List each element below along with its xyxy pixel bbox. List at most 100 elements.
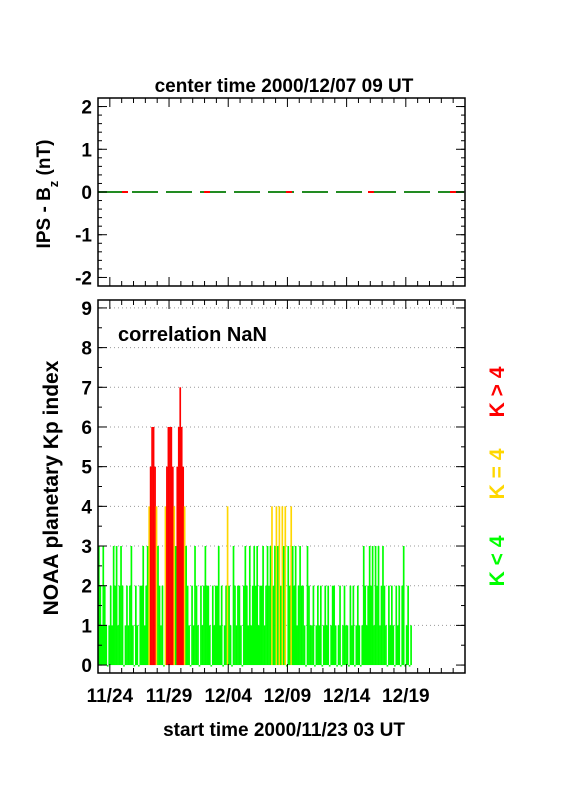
- kp-bar: [374, 546, 377, 666]
- kp-bar: [216, 585, 219, 666]
- kp-y-tick-label: 8: [81, 339, 92, 360]
- kp-bar: [166, 466, 168, 666]
- kp-bar: [337, 625, 340, 666]
- kp-y-tick-label: 2: [81, 577, 92, 598]
- top-panel-title: center time 2000/12/07 09 UT: [155, 76, 414, 97]
- kp-bar: [214, 585, 217, 666]
- kp-panel: 0 1 2 3 4 5 6 7 8 9 11/24 11/29 12/04 12/09 12/14 12/19: [81, 299, 466, 707]
- kp-bar: [309, 625, 312, 666]
- kp-bar: [266, 546, 269, 666]
- kp-bar: [139, 585, 142, 666]
- kp-bar: [405, 625, 408, 666]
- kp-x-tick-label: 12/09: [264, 686, 312, 707]
- kp-y-tick-label: 5: [81, 458, 92, 479]
- kp-bar: [254, 585, 257, 666]
- kp-bar: [180, 426, 183, 666]
- kp-bar: [385, 625, 387, 666]
- kp-bar: [311, 625, 313, 666]
- kp-bar: [365, 625, 368, 666]
- kp-bar: [253, 546, 256, 666]
- kp-bar: [112, 546, 115, 666]
- kp-bar: [382, 546, 384, 666]
- kp-bar: [401, 585, 404, 666]
- kp-bar: [293, 585, 296, 666]
- kp-bar: [201, 625, 204, 666]
- kp-bar: [324, 585, 327, 666]
- kp-bar: [404, 665, 407, 667]
- kp-bar: [210, 665, 213, 667]
- kp-bar: [250, 625, 253, 666]
- kp-bar: [241, 665, 244, 667]
- kp-bar: [257, 625, 260, 666]
- kp-y-tick-label: 7: [81, 378, 92, 399]
- kp-bar: [393, 665, 396, 667]
- bz-y-tick-label: -1: [75, 226, 92, 247]
- kp-bar: [225, 585, 227, 666]
- kp-x-tick-label: 12/14: [323, 686, 371, 707]
- kp-bar: [170, 426, 173, 666]
- kp-bar: [157, 546, 159, 666]
- kp-bar: [383, 585, 386, 666]
- kp-bar: [371, 546, 374, 666]
- kp-bar: [349, 585, 352, 666]
- bz-axis-label-main: IPS - B: [34, 187, 55, 248]
- kp-bar: [351, 625, 353, 666]
- bz-y-tick-label: 1: [81, 140, 92, 161]
- kp-bar: [265, 585, 267, 666]
- kp-bar: [160, 625, 162, 666]
- kp-bar: [389, 625, 392, 666]
- kp-bar: [111, 625, 113, 666]
- kp-bar: [251, 585, 254, 666]
- kp-bar: [318, 625, 321, 666]
- bz-y-tick-label: 2: [81, 98, 92, 119]
- kp-bar: [339, 585, 341, 666]
- kp-bar: [386, 665, 389, 667]
- kp-bar: [408, 665, 411, 667]
- kp-y-tick-label: 9: [81, 299, 92, 320]
- kp-bar: [296, 625, 298, 666]
- kp-bar: [203, 585, 205, 666]
- kp-bar: [352, 585, 355, 666]
- kp-bar: [291, 546, 294, 666]
- kp-bar: [200, 585, 202, 666]
- kp-bar: [109, 585, 112, 666]
- kp-bar: [256, 546, 259, 666]
- kp-bar: [155, 506, 158, 666]
- kp-bar: [290, 506, 293, 666]
- kp-bar: [213, 625, 216, 666]
- kp-bar: [186, 585, 189, 666]
- kp-bar: [328, 665, 331, 667]
- kp-bar: [321, 665, 324, 667]
- kp-bar: [204, 546, 207, 666]
- kp-bar: [299, 546, 301, 666]
- kp-bar: [322, 625, 325, 666]
- kp-bar: [129, 585, 131, 666]
- kp-bar: [121, 585, 124, 666]
- kp-bar: [361, 625, 364, 666]
- kp-bar: [327, 585, 330, 666]
- kp-bar: [114, 585, 116, 666]
- kp-bar: [359, 665, 362, 667]
- kp-bar: [395, 585, 398, 666]
- bz-panel-frame: [97, 97, 466, 287]
- kp-bar: [407, 585, 409, 666]
- kp-bar: [143, 625, 146, 666]
- kp-bar: [127, 625, 130, 666]
- kp-bar: [182, 466, 185, 666]
- kp-bar: [164, 506, 167, 666]
- kp-bar: [158, 585, 161, 666]
- kp-bar: [238, 585, 241, 666]
- kp-bar: [243, 585, 245, 666]
- kp-bar: [379, 625, 381, 666]
- kp-panel-frame: [97, 299, 466, 674]
- kp-bar: [240, 625, 242, 666]
- bz-axis-label-sub: z: [46, 180, 61, 187]
- kp-bar: [136, 625, 139, 666]
- kp-bar: [278, 506, 281, 666]
- kp-bar: [237, 585, 239, 666]
- kp-bar: [133, 665, 136, 667]
- kp-bar: [392, 625, 395, 666]
- kp-x-tick-label: 11/29: [146, 686, 193, 707]
- kp-bar: [154, 466, 156, 666]
- kp-bar: [192, 625, 195, 666]
